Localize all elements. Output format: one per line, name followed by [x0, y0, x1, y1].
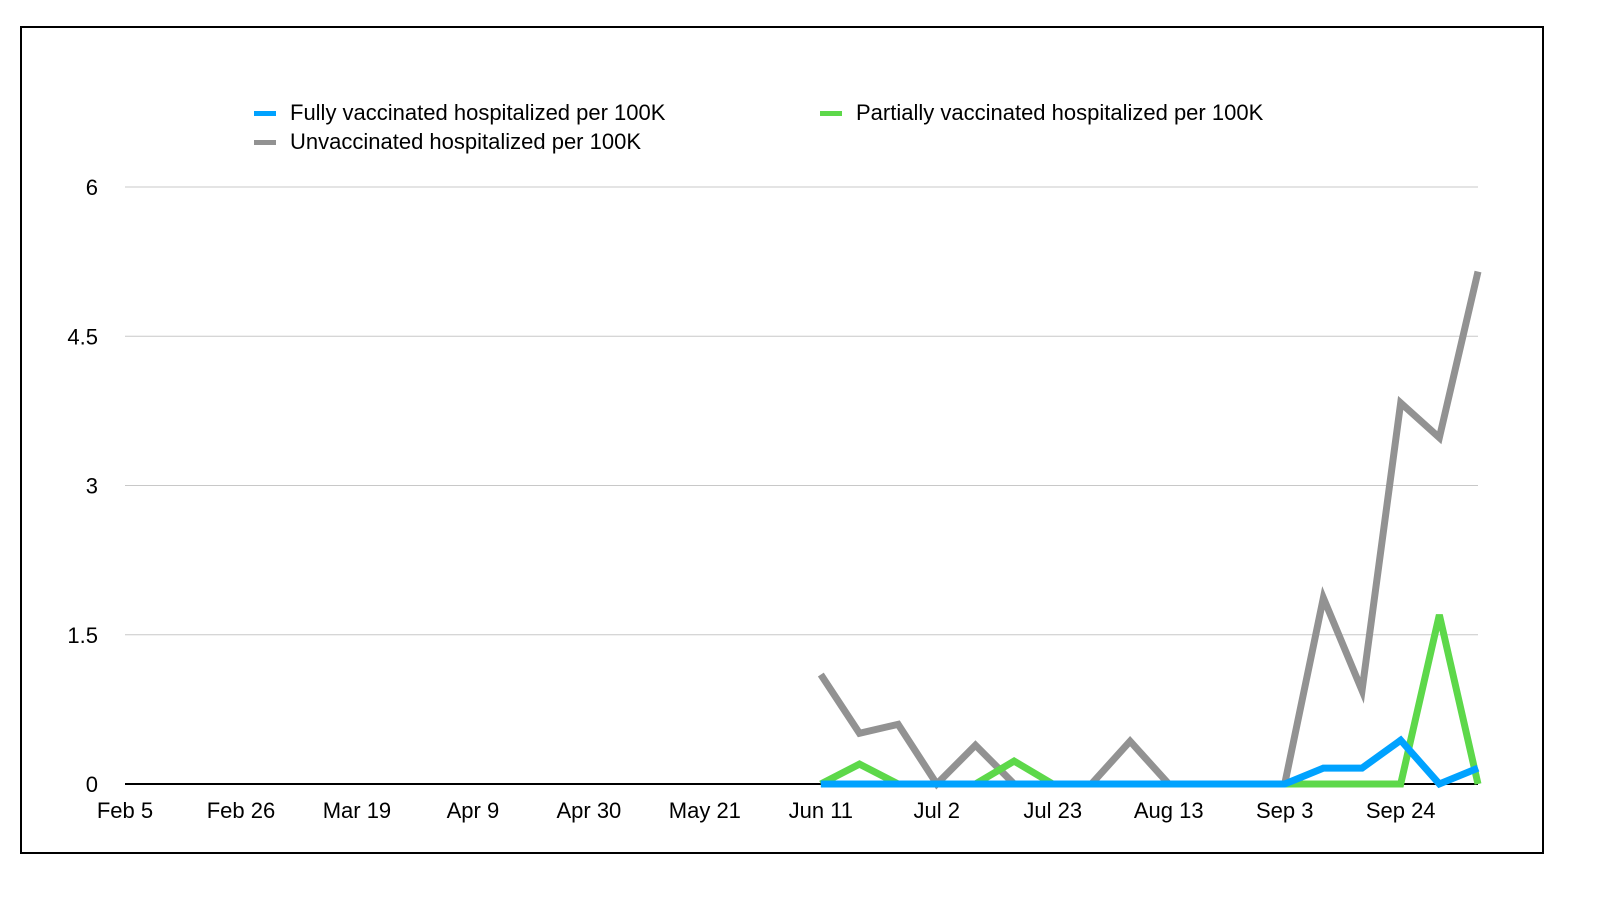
chart-frame [20, 26, 1544, 854]
x-tick-label: Jun 11 [789, 798, 853, 823]
legend-label: Fully vaccinated hospitalized per 100K [290, 100, 666, 125]
x-tick-label: Feb 26 [207, 798, 276, 823]
x-tick-label: Apr 9 [447, 798, 500, 823]
y-tick-label: 4.5 [67, 324, 98, 349]
series-line-0 [820, 735, 1480, 789]
x-tick-label: Feb 5 [97, 798, 153, 823]
legend-item-partially: Partially vaccinated hospitalized per 10… [820, 100, 1263, 126]
x-tick-label: Sep 3 [1256, 798, 1314, 823]
x-tick-label: Aug 13 [1134, 798, 1204, 823]
legend-swatch-unvaccinated [254, 139, 276, 145]
x-tick-label: May 21 [669, 798, 741, 823]
legend-label: Partially vaccinated hospitalized per 10… [856, 100, 1264, 125]
y-tick-label: 0 [86, 772, 98, 797]
legend-item-unvaccinated: Unvaccinated hospitalized per 100K [254, 129, 641, 155]
x-tick-label: Sep 24 [1366, 798, 1436, 823]
y-tick-label: 6 [86, 175, 98, 200]
legend-label: Unvaccinated hospitalized per 100K [290, 129, 642, 154]
y-tick-label: 1.5 [67, 623, 98, 648]
x-tick-label: Jul 2 [914, 798, 960, 823]
series-line-2 [817, 270, 1482, 790]
legend-item-fully: Fully vaccinated hospitalized per 100K [254, 100, 665, 126]
legend-swatch-partially [820, 110, 842, 116]
y-tick-label: 3 [86, 474, 98, 499]
legend-swatch-fully [254, 110, 276, 116]
x-tick-label: Jul 23 [1023, 798, 1082, 823]
x-tick-label: Mar 19 [323, 798, 391, 823]
x-tick-label: Apr 30 [556, 798, 621, 823]
